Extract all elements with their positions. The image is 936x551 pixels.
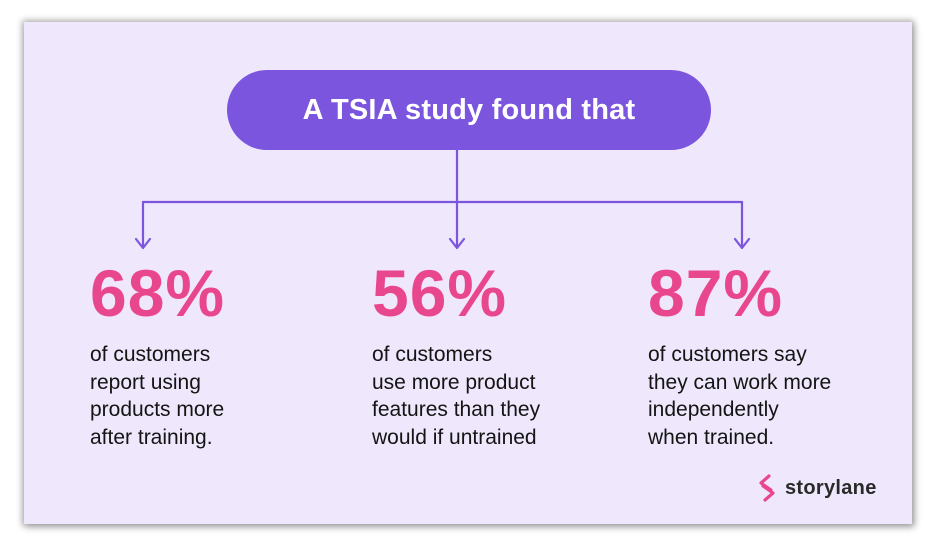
stat-block-3: 87% of customers say they can work more …	[648, 260, 898, 451]
storylane-logo-icon	[759, 474, 775, 502]
arrow-right-head	[733, 237, 751, 250]
storylane-logo: storylane	[757, 474, 877, 502]
stat-block-2: 56% of customers use more product featur…	[372, 260, 632, 451]
brand-name: storylane	[785, 476, 877, 499]
stat-description-1: of customers report using products more …	[90, 343, 225, 449]
arrow-left-head	[134, 237, 152, 250]
stat-value-1: 68%	[90, 256, 226, 330]
pill-title: A TSIA study found that	[302, 93, 636, 126]
stat-description-3: of customers say they can work more inde…	[648, 343, 832, 449]
connector-arrows	[134, 148, 751, 250]
stat-value-2: 56%	[372, 256, 508, 330]
stat-description-2: of customers use more product features t…	[372, 343, 541, 449]
arrow-center-head	[448, 237, 466, 250]
infographic-card: A TSIA study found that 68% of customers…	[24, 22, 912, 524]
stat-value-3: 87%	[648, 256, 784, 330]
stat-block-1: 68% of customers report using products m…	[90, 260, 320, 451]
title-pill: A TSIA study found that	[227, 70, 711, 150]
